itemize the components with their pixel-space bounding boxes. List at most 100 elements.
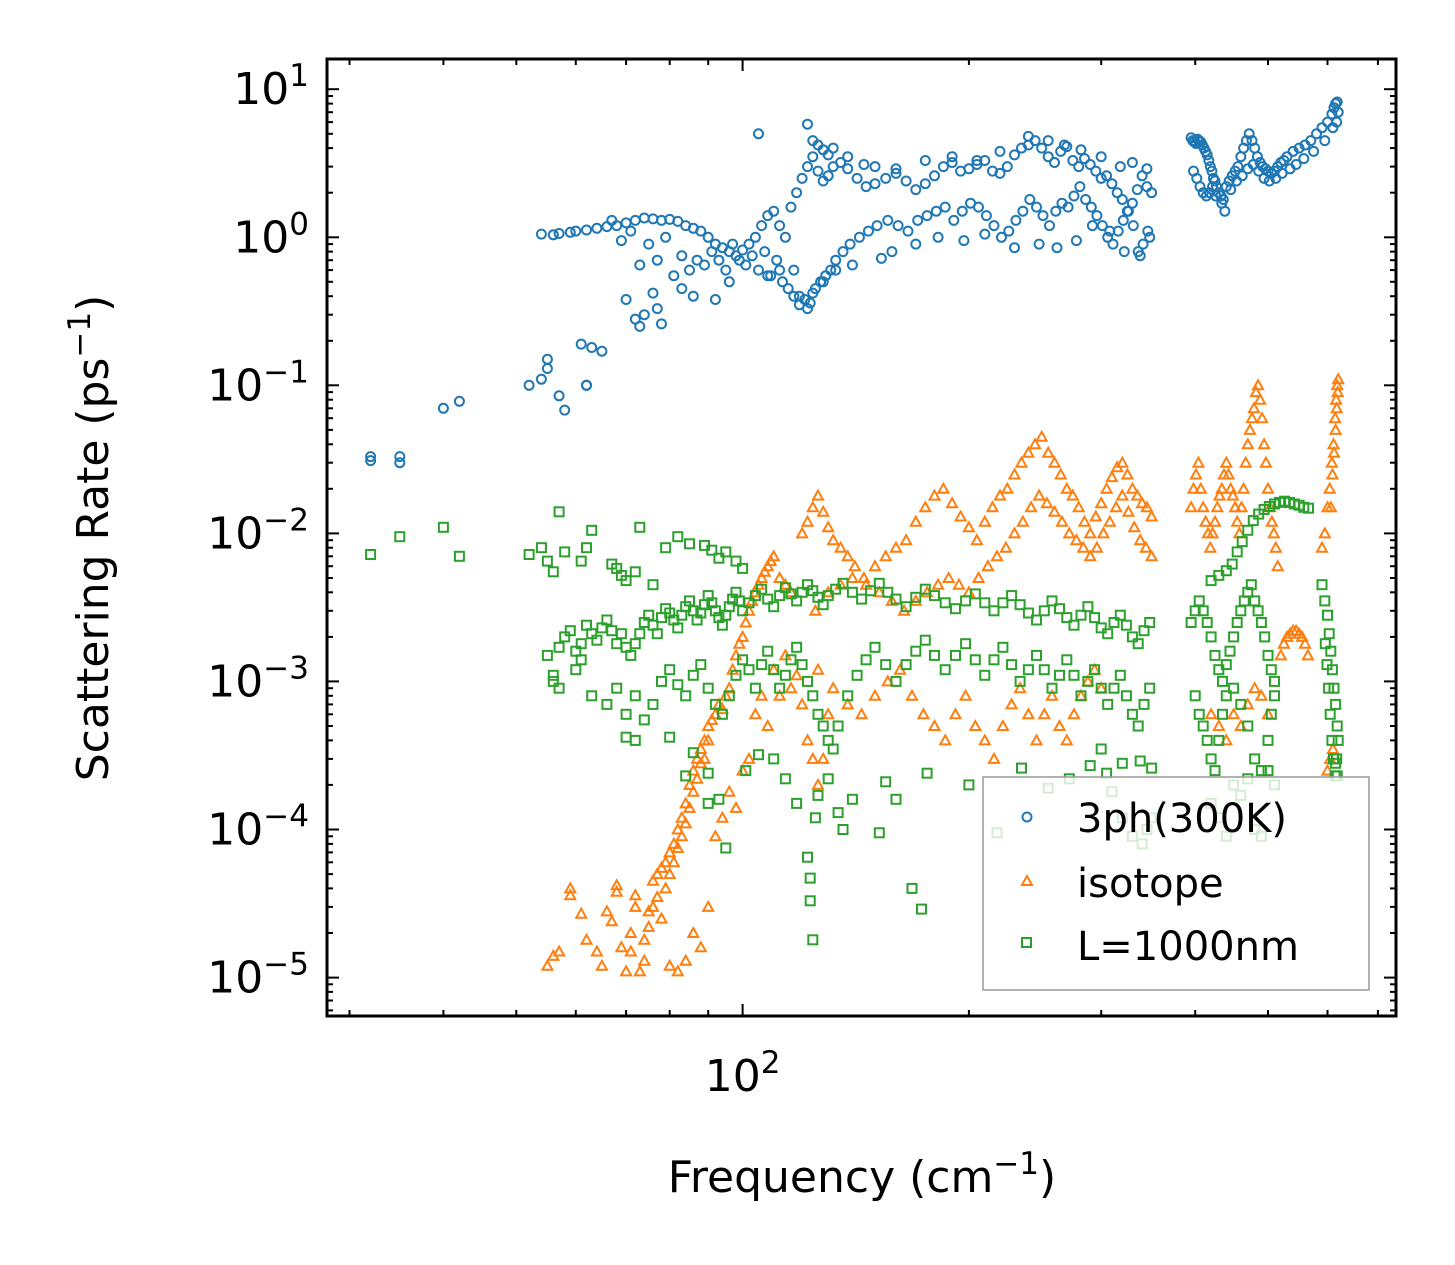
- data-point: [804, 895, 816, 907]
- data-point: [1320, 763, 1335, 776]
- data-point: [1319, 638, 1331, 650]
- data-point: [1324, 708, 1336, 720]
- data-point: [1315, 540, 1329, 553]
- data-point: [1144, 509, 1159, 522]
- data-point: [994, 145, 1006, 157]
- data-point: [979, 155, 991, 166]
- data-point: [1079, 153, 1090, 165]
- data-point: [749, 590, 761, 602]
- data-point: [690, 771, 704, 784]
- data-point: [615, 235, 627, 247]
- data-point: [785, 201, 797, 213]
- data-point: [1203, 540, 1217, 553]
- data-point: [802, 675, 813, 687]
- data-point: [737, 562, 749, 574]
- data-point: [754, 570, 769, 583]
- data-point: [1208, 514, 1222, 527]
- data-point: [785, 654, 797, 666]
- data-point: [1251, 378, 1265, 391]
- data-point: [672, 531, 684, 543]
- data-point: [872, 585, 886, 598]
- data-point: [1220, 565, 1232, 577]
- data-point: [1033, 238, 1045, 250]
- data-point: [633, 964, 647, 977]
- data-point: [660, 542, 672, 554]
- legend-label-3ph: 3ph(300K): [1077, 796, 1287, 842]
- data-point: [701, 718, 715, 731]
- data-point: [841, 697, 855, 710]
- data-point: [664, 731, 676, 743]
- data-point: [1094, 496, 1108, 509]
- data-point: [909, 593, 923, 606]
- data-point: [1253, 392, 1267, 405]
- data-point: [988, 654, 1000, 666]
- data-point: [575, 555, 587, 567]
- data-point: [774, 264, 786, 276]
- data-point: [394, 531, 406, 543]
- data-point: [1022, 664, 1034, 676]
- data-point: [910, 238, 922, 250]
- data-point: [1234, 500, 1249, 513]
- data-point: [768, 753, 780, 765]
- data-point: [601, 698, 613, 710]
- data-point: [791, 187, 803, 199]
- data-point: [680, 770, 692, 782]
- data-point: [999, 540, 1013, 553]
- data-point: [865, 585, 877, 597]
- data-point: [1146, 762, 1158, 774]
- data-point: [732, 636, 746, 649]
- data-point: [1038, 664, 1050, 676]
- data-point: [634, 320, 646, 332]
- data-point: [916, 707, 931, 720]
- data-point: [1144, 549, 1159, 562]
- legend-marker-l1000: [1021, 937, 1032, 948]
- data-point: [817, 720, 829, 732]
- data-point: [1036, 142, 1048, 154]
- data-point: [970, 533, 984, 546]
- data-point: [564, 226, 576, 238]
- data-point: [1013, 681, 1027, 694]
- data-point: [723, 601, 735, 613]
- y-tick-label: 10−1: [207, 354, 309, 411]
- data-point: [1089, 509, 1103, 522]
- data-point: [812, 708, 824, 720]
- data-point: [1243, 422, 1257, 435]
- data-point: [854, 707, 869, 720]
- data-point: [939, 597, 951, 609]
- data-point: [900, 175, 912, 187]
- data-point: [720, 264, 732, 276]
- data-point: [1111, 187, 1123, 199]
- data-point: [761, 718, 775, 731]
- data-point: [756, 583, 768, 595]
- data-point: [900, 601, 912, 613]
- data-point: [921, 210, 933, 222]
- data-point: [1318, 526, 1332, 539]
- data-point: [1108, 617, 1120, 628]
- data-point: [806, 751, 820, 764]
- data-point: [553, 682, 565, 694]
- data-point: [1003, 225, 1015, 237]
- data-point: [620, 575, 632, 587]
- data-point: [1066, 488, 1080, 501]
- data-point: [523, 379, 535, 391]
- data-point: [687, 290, 699, 302]
- data-point: [1038, 605, 1050, 617]
- data-point: [950, 603, 961, 615]
- legend-marker-isotope: [1020, 873, 1034, 886]
- data-point: [988, 605, 1000, 617]
- data-point: [699, 259, 710, 271]
- data-point: [1209, 649, 1221, 661]
- data-point: [1102, 698, 1114, 710]
- data-point: [978, 733, 992, 746]
- data-point: [1225, 184, 1237, 196]
- data-point: [1316, 579, 1328, 591]
- data-point: [564, 625, 576, 637]
- data-point: [800, 514, 815, 527]
- data-point: [1024, 194, 1036, 205]
- data-point: [547, 669, 559, 681]
- data-point: [1095, 172, 1107, 184]
- data-point: [1127, 220, 1139, 232]
- data-point: [686, 763, 700, 776]
- data-point: [575, 338, 587, 350]
- data-point: [742, 751, 756, 764]
